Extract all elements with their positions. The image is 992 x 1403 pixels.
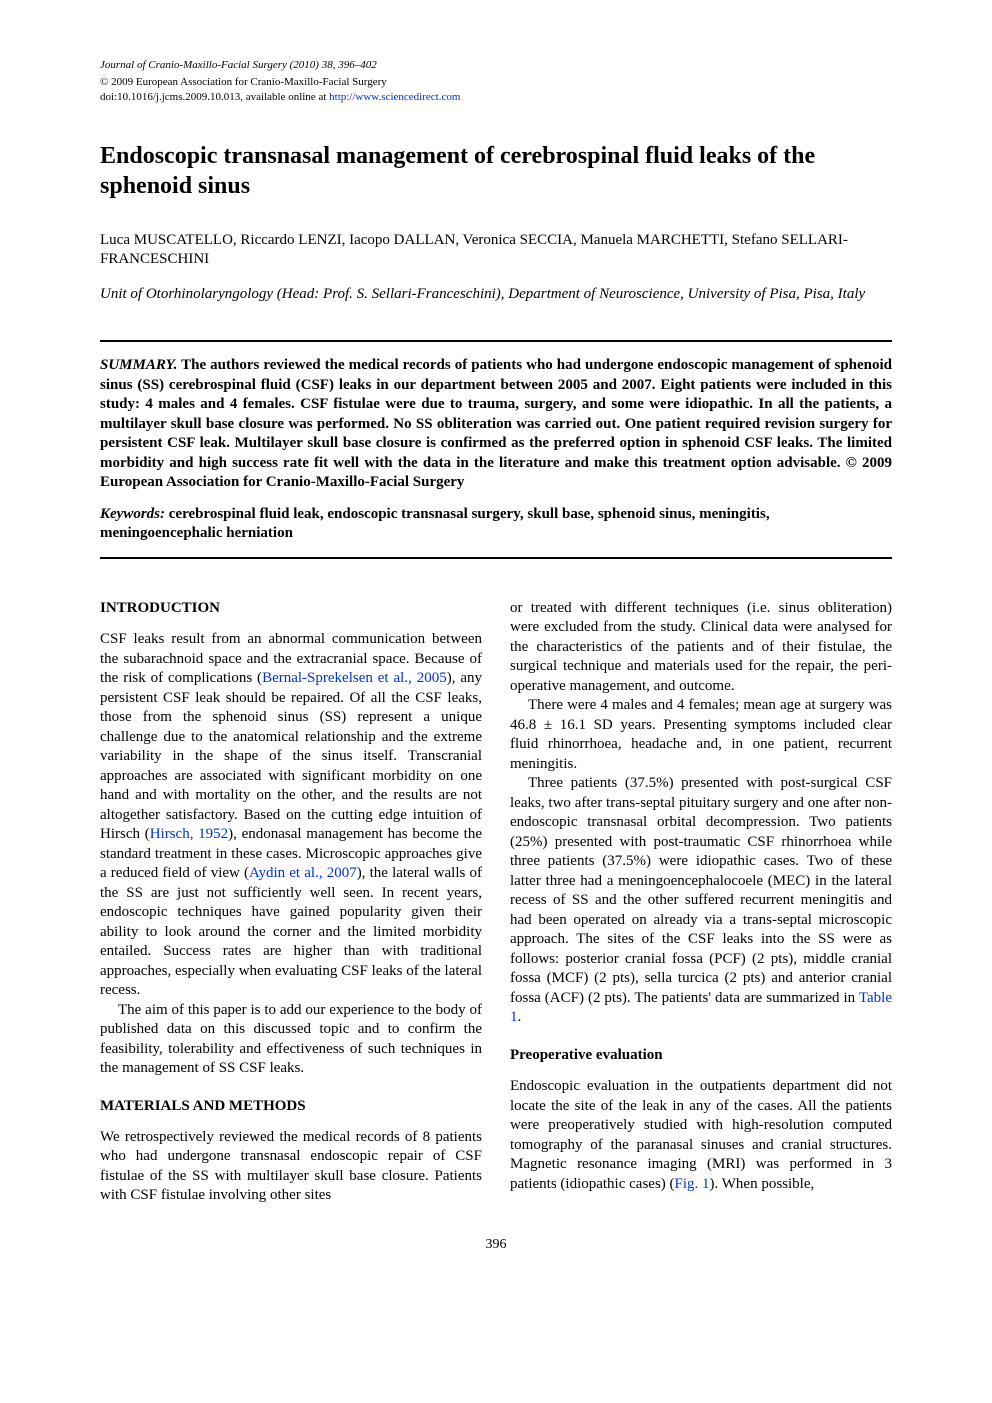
column-left: INTRODUCTION CSF leaks result from an ab… bbox=[100, 599, 482, 1206]
summary-body: The authors reviewed the medical records… bbox=[100, 357, 892, 490]
abstract-block: SUMMARY. The authors reviewed the medica… bbox=[100, 342, 892, 557]
doi-prefix: doi:10.1016/j.jcms.2009.10.013, availabl… bbox=[100, 91, 329, 103]
column-right: or treated with different techniques (i.… bbox=[510, 599, 892, 1206]
rule-bottom bbox=[100, 557, 892, 559]
heading-introduction: INTRODUCTION bbox=[100, 599, 482, 618]
intro-para-2: The aim of this paper is to add our expe… bbox=[100, 1001, 482, 1079]
heading-preoperative: Preoperative evaluation bbox=[510, 1046, 892, 1065]
journal-reference: Journal of Cranio-Maxillo-Facial Surgery… bbox=[100, 58, 892, 73]
keywords: Keywords: cerebrospinal fluid leak, endo… bbox=[100, 505, 892, 543]
mm-para-3: Three patients (37.5%) presented with po… bbox=[510, 774, 892, 1028]
preop-p1a: Endoscopic evaluation in the outpatients… bbox=[510, 1078, 892, 1192]
citation-aydin[interactable]: Aydin et al., 2007 bbox=[249, 865, 357, 881]
intro-p1b: ), any persistent CSF leak should be rep… bbox=[100, 670, 482, 842]
two-column-body: INTRODUCTION CSF leaks result from an ab… bbox=[100, 599, 892, 1206]
mm-para-2: There were 4 males and 4 females; mean a… bbox=[510, 696, 892, 774]
preop-para-1: Endoscopic evaluation in the outpatients… bbox=[510, 1077, 892, 1194]
mm-para-1-right: or treated with different techniques (i.… bbox=[510, 599, 892, 697]
abstract-text: SUMMARY. The authors reviewed the medica… bbox=[100, 356, 892, 493]
mm-para-1-left: We retrospectively reviewed the medical … bbox=[100, 1128, 482, 1206]
intro-p1d: ), the lateral walls of the SS are just … bbox=[100, 865, 482, 998]
preop-p1b: ). When possible, bbox=[710, 1176, 815, 1192]
mm-p3b: . bbox=[518, 1009, 522, 1025]
mm-p3a: Three patients (37.5%) presented with po… bbox=[510, 775, 892, 1006]
affiliation: Unit of Otorhinolaryngology (Head: Prof.… bbox=[100, 285, 892, 304]
doi-link[interactable]: http://www.sciencedirect.com bbox=[329, 91, 460, 103]
summary-label: SUMMARY. bbox=[100, 357, 177, 373]
citation-bernal[interactable]: Bernal-Sprekelsen et al., 2005 bbox=[262, 670, 447, 686]
intro-para-1: CSF leaks result from an abnormal commun… bbox=[100, 630, 482, 1001]
keywords-list: cerebrospinal fluid leak, endoscopic tra… bbox=[100, 506, 770, 541]
citation-fig1[interactable]: Fig. 1 bbox=[675, 1176, 710, 1192]
keywords-label: Keywords: bbox=[100, 506, 165, 522]
article-title: Endoscopic transnasal management of cere… bbox=[100, 141, 892, 201]
copyright-line: © 2009 European Association for Cranio-M… bbox=[100, 75, 892, 90]
citation-hirsch[interactable]: Hirsch, 1952 bbox=[150, 826, 228, 842]
page-number: 396 bbox=[100, 1236, 892, 1254]
doi-line: doi:10.1016/j.jcms.2009.10.013, availabl… bbox=[100, 90, 892, 105]
heading-materials-methods: MATERIALS AND METHODS bbox=[100, 1097, 482, 1116]
author-list: Luca MUSCATELLO, Riccardo LENZI, Iacopo … bbox=[100, 231, 892, 269]
